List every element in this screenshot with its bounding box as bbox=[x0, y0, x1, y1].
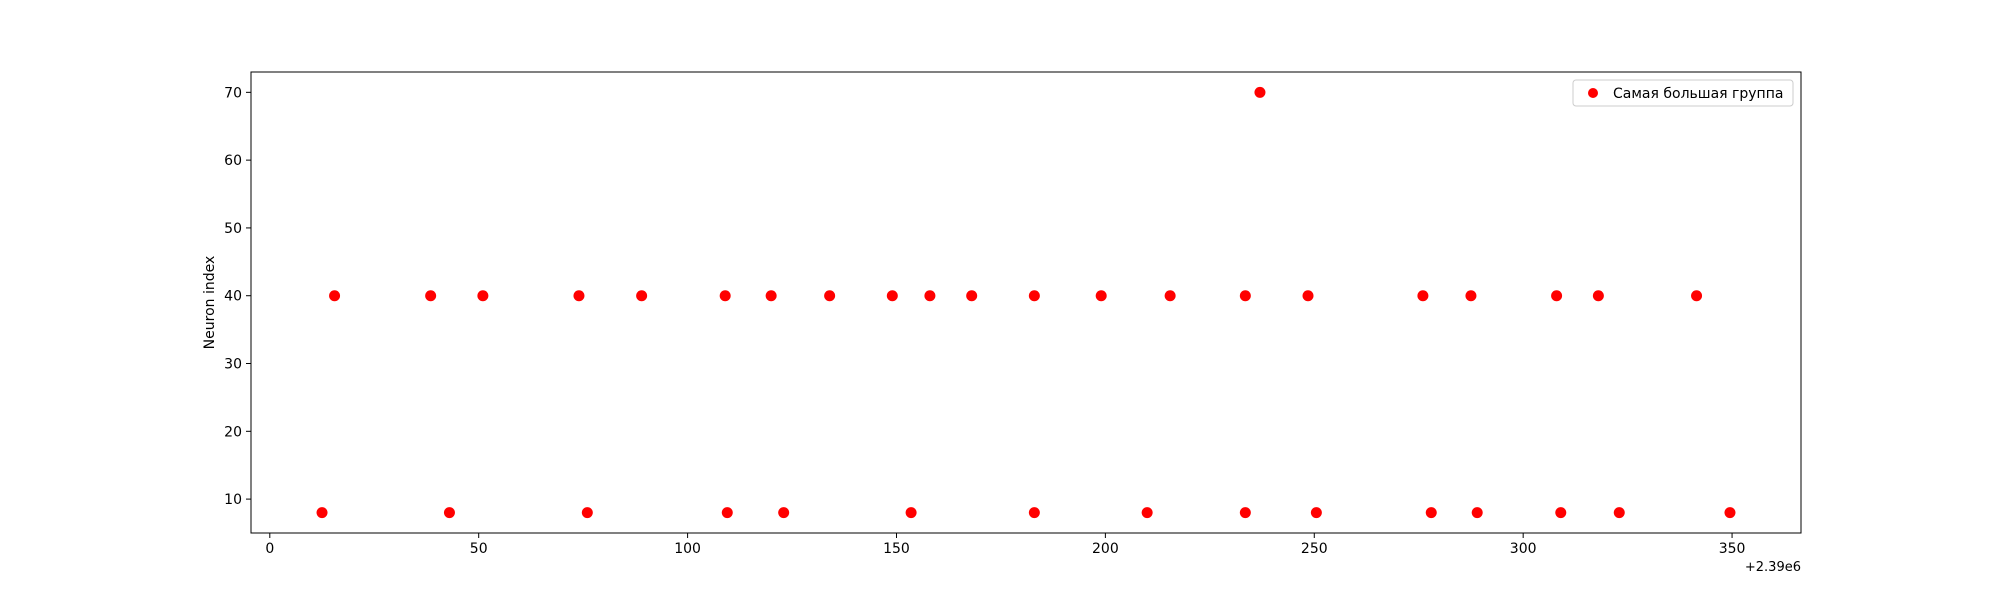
legend-marker bbox=[1588, 88, 1598, 98]
data-point bbox=[765, 290, 777, 302]
x-tick-label: 0 bbox=[265, 541, 274, 557]
plot-frame bbox=[250, 71, 1802, 534]
y-axis-label: Neuron index bbox=[202, 256, 218, 350]
x-tick-label: 300 bbox=[1510, 541, 1537, 557]
x-tick-label: 250 bbox=[1301, 541, 1328, 557]
data-point bbox=[573, 290, 585, 302]
data-point bbox=[966, 290, 978, 302]
data-point bbox=[443, 507, 455, 519]
data-point bbox=[721, 507, 733, 519]
data-point bbox=[1028, 507, 1040, 519]
data-point bbox=[1254, 86, 1266, 98]
x-tick-label: 350 bbox=[1719, 541, 1746, 557]
x-axis-offset-label: +2.39e6 bbox=[1745, 560, 1801, 575]
data-point bbox=[329, 290, 341, 302]
y-axis-ticks: 10 20 30 40 50 60 70 bbox=[224, 85, 251, 508]
y-tick-label: 70 bbox=[224, 85, 242, 101]
data-point bbox=[425, 290, 437, 302]
y-tick-label: 10 bbox=[224, 492, 242, 508]
data-point bbox=[1239, 507, 1251, 519]
plot-area bbox=[250, 71, 1802, 534]
data-point bbox=[1613, 507, 1625, 519]
data-points bbox=[316, 86, 1736, 519]
x-tick-label: 200 bbox=[1092, 541, 1119, 557]
data-point bbox=[778, 507, 790, 519]
data-point bbox=[1592, 290, 1604, 302]
legend-label: Самая большая группа bbox=[1613, 86, 1783, 102]
data-point bbox=[924, 290, 936, 302]
data-point bbox=[1555, 507, 1567, 519]
data-point bbox=[1310, 507, 1322, 519]
legend-box bbox=[1572, 79, 1794, 107]
x-tick-label: 150 bbox=[883, 541, 910, 557]
data-point bbox=[1028, 290, 1040, 302]
data-point bbox=[581, 507, 593, 519]
data-point bbox=[1724, 507, 1736, 519]
data-point bbox=[886, 290, 898, 302]
x-tick-label: 100 bbox=[674, 541, 701, 557]
data-point bbox=[477, 290, 489, 302]
data-point bbox=[1164, 290, 1176, 302]
y-tick-label: 30 bbox=[224, 357, 242, 373]
x-tick-label: 50 bbox=[470, 541, 488, 557]
data-point bbox=[1141, 507, 1153, 519]
y-tick-label: 60 bbox=[224, 153, 242, 169]
x-axis-ticks: 0 50 100 150 200 250 300 350 bbox=[265, 533, 1745, 557]
data-point bbox=[636, 290, 648, 302]
data-point bbox=[1471, 507, 1483, 519]
y-tick-label: 20 bbox=[224, 424, 242, 440]
y-tick-label: 40 bbox=[224, 289, 242, 305]
data-point bbox=[1095, 290, 1107, 302]
data-point bbox=[719, 290, 731, 302]
data-point bbox=[316, 507, 328, 519]
data-point bbox=[905, 507, 917, 519]
legend: Самая большая группа bbox=[1572, 79, 1794, 107]
data-point bbox=[1425, 507, 1437, 519]
data-point bbox=[1551, 290, 1563, 302]
data-point bbox=[1691, 290, 1703, 302]
data-point bbox=[824, 290, 836, 302]
data-point bbox=[1417, 290, 1429, 302]
data-point bbox=[1302, 290, 1314, 302]
data-point bbox=[1465, 290, 1477, 302]
data-point bbox=[1239, 290, 1251, 302]
y-tick-label: 50 bbox=[224, 221, 242, 237]
